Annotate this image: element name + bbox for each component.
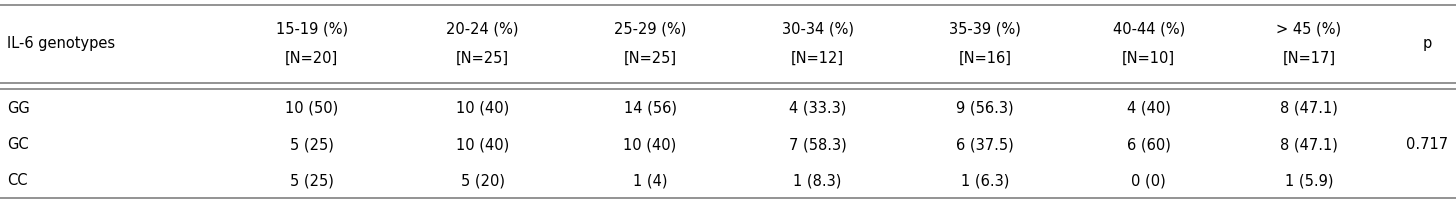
Text: 8 (47.1): 8 (47.1): [1280, 137, 1338, 151]
Text: GC: GC: [7, 137, 29, 151]
Text: 1 (4): 1 (4): [633, 173, 667, 187]
Text: 15-19 (%): 15-19 (%): [275, 22, 348, 37]
Text: [N=17]: [N=17]: [1283, 50, 1335, 65]
Text: 10 (50): 10 (50): [285, 100, 338, 115]
Text: > 45 (%): > 45 (%): [1277, 22, 1341, 37]
Text: 7 (58.3): 7 (58.3): [789, 137, 846, 151]
Text: 5 (20): 5 (20): [460, 173, 505, 187]
Text: 1 (5.9): 1 (5.9): [1284, 173, 1334, 187]
Text: 25-29 (%): 25-29 (%): [614, 22, 686, 37]
Text: 4 (33.3): 4 (33.3): [789, 100, 846, 115]
Text: IL-6 genotypes: IL-6 genotypes: [7, 36, 115, 51]
Text: 1 (6.3): 1 (6.3): [961, 173, 1009, 187]
Text: 35-39 (%): 35-39 (%): [949, 22, 1021, 37]
Text: 4 (40): 4 (40): [1127, 100, 1171, 115]
Text: 10 (40): 10 (40): [623, 137, 677, 151]
Text: [N=10]: [N=10]: [1123, 50, 1175, 65]
Text: 14 (56): 14 (56): [623, 100, 677, 115]
Text: 10 (40): 10 (40): [456, 100, 510, 115]
Text: 6 (60): 6 (60): [1127, 137, 1171, 151]
Text: 6 (37.5): 6 (37.5): [957, 137, 1013, 151]
Text: 5 (25): 5 (25): [290, 173, 333, 187]
Text: [N=25]: [N=25]: [456, 50, 510, 65]
Text: 20-24 (%): 20-24 (%): [447, 22, 518, 37]
Text: 8 (47.1): 8 (47.1): [1280, 100, 1338, 115]
Text: [N=20]: [N=20]: [285, 50, 338, 65]
Text: 30-34 (%): 30-34 (%): [782, 22, 853, 37]
Text: GG: GG: [7, 100, 31, 115]
Text: 0.717: 0.717: [1406, 137, 1447, 151]
Text: 0 (0): 0 (0): [1131, 173, 1166, 187]
Text: 1 (8.3): 1 (8.3): [794, 173, 842, 187]
Text: [N=16]: [N=16]: [958, 50, 1012, 65]
Text: p: p: [1423, 36, 1431, 51]
Text: [N=12]: [N=12]: [791, 50, 844, 65]
Text: 5 (25): 5 (25): [290, 137, 333, 151]
Text: 40-44 (%): 40-44 (%): [1112, 22, 1185, 37]
Text: 10 (40): 10 (40): [456, 137, 510, 151]
Text: CC: CC: [7, 173, 28, 187]
Text: 9 (56.3): 9 (56.3): [957, 100, 1013, 115]
Text: [N=25]: [N=25]: [623, 50, 677, 65]
